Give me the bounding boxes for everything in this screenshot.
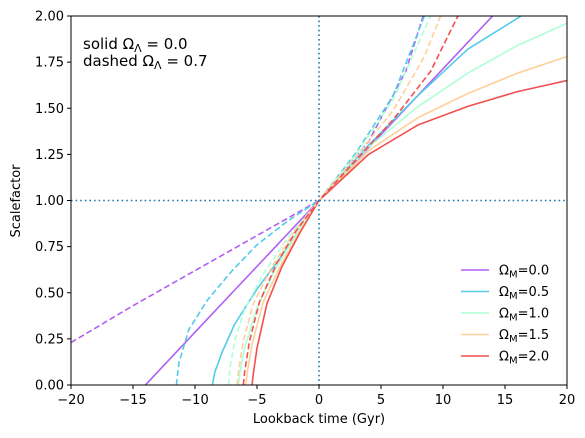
y-tick-label: 1.00 xyxy=(35,194,64,209)
annotation-dashed: dashed ΩΛ = 0.7 xyxy=(83,52,208,72)
series-line-dashed-3 xyxy=(236,16,442,385)
legend-label: ΩM=0.5 xyxy=(499,285,549,302)
x-tick-label: 5 xyxy=(377,393,385,408)
x-tick-label: −20 xyxy=(57,393,84,408)
legend-label: ΩM=0.0 xyxy=(499,264,549,281)
x-tick-label: 10 xyxy=(435,393,452,408)
x-tick-label: 15 xyxy=(497,393,514,408)
x-tick-label: 0 xyxy=(315,393,323,408)
y-tick-label: 1.25 xyxy=(35,148,64,163)
legend-label: ΩM=2.0 xyxy=(499,350,549,367)
y-tick-label: 1.50 xyxy=(35,102,64,117)
x-axis-label: Lookback time (Gyr) xyxy=(253,412,385,427)
x-tick-label: −10 xyxy=(181,393,208,408)
annotation-solid: solid ΩΛ = 0.0 xyxy=(83,35,188,55)
y-tick-label: 2.00 xyxy=(35,10,64,25)
series-line-dashed-0 xyxy=(71,16,424,344)
y-tick-label: 0.75 xyxy=(35,240,64,255)
legend-label: ΩM=1.5 xyxy=(499,328,549,345)
y-tick-label: 0.50 xyxy=(35,286,64,301)
series-line-solid-4 xyxy=(251,79,567,385)
legend-label: ΩM=1.0 xyxy=(499,307,549,324)
y-tick-label: 1.75 xyxy=(35,56,64,71)
x-tick-label: −5 xyxy=(247,393,266,408)
legend: ΩM=0.0 ΩM=0.5 ΩM=1.0 ΩM=1.5 ΩM=2.0 xyxy=(461,264,549,367)
series-line-dashed-2 xyxy=(227,16,432,385)
y-tick-label: 0.25 xyxy=(35,332,64,347)
series-line-dashed-1 xyxy=(175,16,426,385)
x-tick-label: −15 xyxy=(119,393,146,408)
x-tick-label: 20 xyxy=(559,393,576,408)
series-line-dashed-4 xyxy=(242,16,459,385)
y-tick-label: 0.00 xyxy=(35,379,64,394)
y-axis-label: Scalefactor xyxy=(9,164,24,238)
